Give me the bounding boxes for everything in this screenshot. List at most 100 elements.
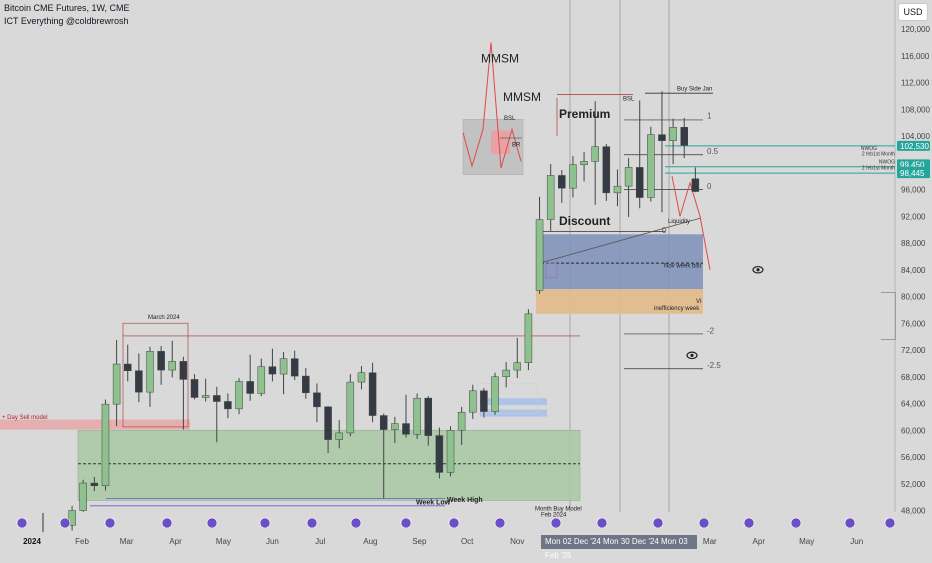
- price-label-box: [897, 168, 930, 179]
- candle-body: [313, 392, 321, 408]
- x-tick-label: 2024: [23, 537, 41, 546]
- candle-body: [647, 134, 655, 198]
- day-sell-model-label: + Day Sell model: [2, 415, 48, 421]
- candle-body: [157, 351, 165, 371]
- candle-body: [190, 379, 199, 398]
- fib-0b: 0: [662, 226, 667, 235]
- date-strip: Mon 02 Dec '24 Mon 30 Dec '24 Mon 03 Feb…: [541, 535, 697, 560]
- y-tick-label: 56,000: [901, 453, 926, 462]
- x-tick-label: Mar: [120, 537, 134, 546]
- replay-icon: [59, 517, 71, 529]
- fib-1: 1: [707, 112, 712, 121]
- liquidity-trendline: [539, 217, 701, 264]
- candle-body: [602, 146, 611, 194]
- candle-body: [335, 432, 343, 440]
- eye-icon-pupil: [690, 353, 694, 357]
- replay-icon: [550, 517, 562, 529]
- buy-side-jan: Buy Side Jan: [677, 87, 712, 93]
- candle-body: [112, 363, 121, 405]
- candle-body: [324, 406, 332, 440]
- candle-body: [624, 167, 633, 187]
- candle-body: [569, 164, 577, 189]
- candle-body: [123, 363, 132, 371]
- nwog2: NWOG: [879, 159, 895, 165]
- candle-body: [669, 127, 677, 141]
- feb1st-b: 2 feb1st Month: [862, 165, 895, 171]
- x-tick-label: Sep: [412, 537, 427, 546]
- march-2024: March 2024: [148, 315, 180, 321]
- fib-m25: -2.5: [707, 361, 721, 370]
- replay-icon: [350, 517, 362, 529]
- candle-body: [424, 397, 432, 436]
- candle-body: [224, 401, 232, 410]
- candle-body: [257, 366, 266, 394]
- candle-body: [135, 370, 143, 393]
- x-tick-label: Oct: [461, 537, 474, 546]
- replay-icon: [16, 517, 28, 529]
- candle-body: [535, 219, 544, 291]
- replay-icon: [104, 517, 116, 529]
- fvg-outline: [476, 383, 538, 414]
- price-label: 99,450: [900, 160, 925, 169]
- y-tick-label: 88,000: [901, 239, 926, 248]
- candle-body: [79, 482, 87, 511]
- x-tick-label: May: [799, 537, 814, 546]
- candle-body: [213, 395, 221, 402]
- buy-model-zone: [77, 429, 581, 501]
- candle-body: [546, 175, 555, 220]
- projection-path: [671, 176, 711, 270]
- y-tick-label: 92,000: [901, 212, 926, 221]
- x-tick-label: Jun: [266, 537, 279, 546]
- x-tick-label: Apr: [753, 537, 766, 546]
- x-tick-label: Mar: [703, 537, 717, 546]
- candle-body: [613, 185, 622, 194]
- premium: Premium: [559, 107, 610, 121]
- y-tick-label: 112,000: [901, 79, 930, 88]
- candle-body: [146, 351, 154, 393]
- x-tick-label: Aug: [363, 537, 377, 546]
- x-tick-label: Apr: [169, 537, 182, 546]
- mmsm2: MMSM: [503, 90, 541, 104]
- price-chart[interactable]: MMSM MMSM BSL BR Premium BSL Buy Side Jan Disco…: [0, 0, 932, 550]
- bsl1: BSL: [504, 116, 516, 122]
- fib-m2: -2: [707, 326, 715, 335]
- replay-icon: [652, 517, 664, 529]
- replay-icon: [698, 517, 710, 529]
- replay-icon: [596, 517, 608, 529]
- candle-body: [357, 372, 366, 383]
- currency-button[interactable]: USD: [898, 3, 928, 21]
- y-tick-label: 68,000: [901, 373, 926, 382]
- chart-title: Bitcoin CME Futures, 1W, CME: [4, 3, 130, 13]
- chart-subtitle: ICT Everything @coldbrewrosh: [4, 16, 129, 26]
- x-tick-label: Nov: [510, 537, 524, 546]
- candle-body: [379, 415, 388, 430]
- replay-icon: [259, 517, 271, 529]
- candle-body: [90, 482, 99, 487]
- march-box: [122, 322, 189, 428]
- vi: VI: [696, 299, 702, 305]
- small-4h-box: [545, 262, 558, 279]
- replay-icon: [790, 517, 802, 529]
- candle-body: [446, 430, 455, 473]
- candle-body: [68, 510, 76, 526]
- y-tick-label: 60,000: [901, 426, 926, 435]
- candle-body: [346, 381, 355, 434]
- candle-body: [235, 381, 243, 410]
- candle-body: [513, 362, 522, 371]
- y-tick-label: 84,000: [901, 266, 926, 275]
- x-tick-label: Jun: [850, 537, 863, 546]
- replay-icon: [884, 517, 896, 529]
- y-tick-label: 52,000: [901, 480, 926, 489]
- replay-icon: [306, 517, 318, 529]
- y-tick-label: 64,000: [901, 400, 926, 409]
- candle-body: [524, 313, 533, 363]
- drag-handle[interactable]: [881, 292, 896, 340]
- mmsm1: MMSM: [481, 51, 519, 65]
- blue-box-a: [480, 398, 547, 406]
- inefficiency-zone: [536, 289, 703, 314]
- replay-icon: [844, 517, 856, 529]
- y-tick-label: 116,000: [901, 52, 930, 61]
- replay-icon: [206, 517, 218, 529]
- candle-body: [680, 127, 688, 146]
- blue-box-b: [480, 409, 547, 417]
